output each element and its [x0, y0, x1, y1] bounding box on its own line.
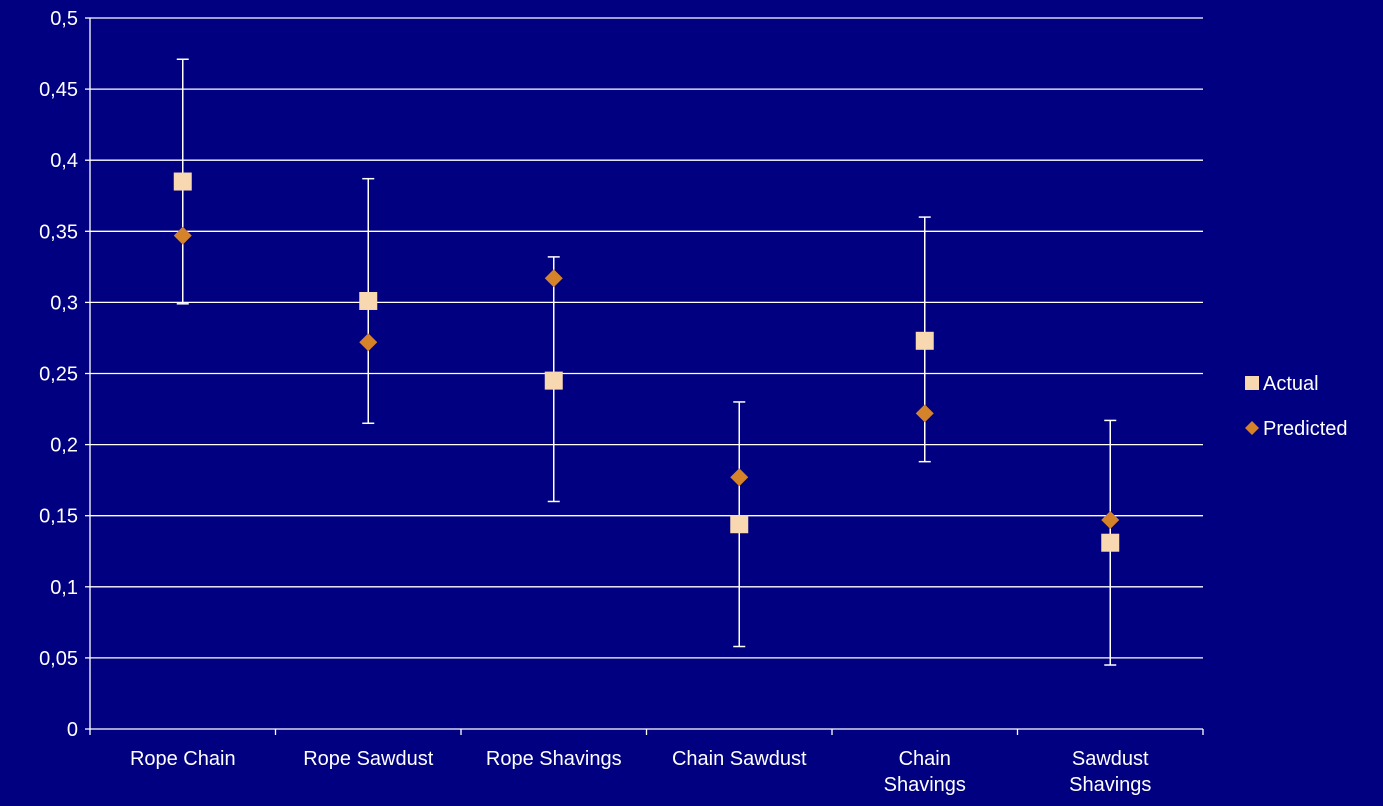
legend-label-predicted: Predicted [1263, 418, 1348, 440]
x-tick-label: Rope Chain [130, 748, 236, 770]
y-tick-label: 0,25 [39, 364, 78, 386]
y-tick-label: 0 [67, 719, 78, 741]
x-tick-label: Chain [899, 748, 951, 770]
actual-point [1101, 533, 1120, 552]
axes [85, 17, 1204, 735]
x-tick-label: Sawdust [1072, 748, 1149, 770]
actual-point [359, 291, 378, 310]
predicted-point [915, 404, 934, 423]
y-tick-label: 0,5 [50, 8, 78, 30]
y-tick-label: 0,1 [50, 577, 78, 599]
legend-label-actual: Actual [1263, 373, 1319, 395]
x-tick-label: Rope Shavings [486, 748, 622, 770]
data-marks [173, 172, 1120, 552]
actual-point [173, 172, 192, 191]
y-tick-label: 0,15 [39, 506, 78, 528]
y-tick-label: 0,2 [50, 435, 78, 457]
gridlines [90, 17, 1203, 659]
predicted-point [1101, 510, 1120, 529]
predicted-point [359, 333, 378, 352]
legend: Actual Predicted [1245, 373, 1348, 440]
y-tick-label: 0,35 [39, 221, 78, 243]
x-tick-label: Rope Sawdust [303, 748, 434, 770]
x-tick-labels: Rope Chain Rope Sawdust Rope Shavings Chain… [130, 748, 1151, 796]
actual-point [730, 515, 749, 534]
y-tick-label: 0,45 [39, 79, 78, 101]
actual-point [915, 331, 934, 350]
y-tick-label: 0,4 [50, 150, 78, 172]
legend-predicted-swatch [1245, 421, 1259, 435]
x-tick-label: Chain Sawdust [672, 748, 807, 770]
y-tick-label: 0,3 [50, 292, 78, 314]
x-tick-label: Shavings [1069, 774, 1151, 796]
y-tick-labels: 0 0,05 0,1 0,15 0,2 0,25 0,3 0,35 0,4 0,45 0,5 [39, 8, 78, 741]
predicted-point [173, 226, 192, 245]
actual-point [544, 371, 563, 390]
predicted-point [544, 269, 563, 288]
legend-actual-swatch [1245, 376, 1259, 390]
y-tick-label: 0,05 [39, 648, 78, 670]
predicted-point [730, 468, 749, 487]
x-tick-label: Shavings [884, 774, 966, 796]
